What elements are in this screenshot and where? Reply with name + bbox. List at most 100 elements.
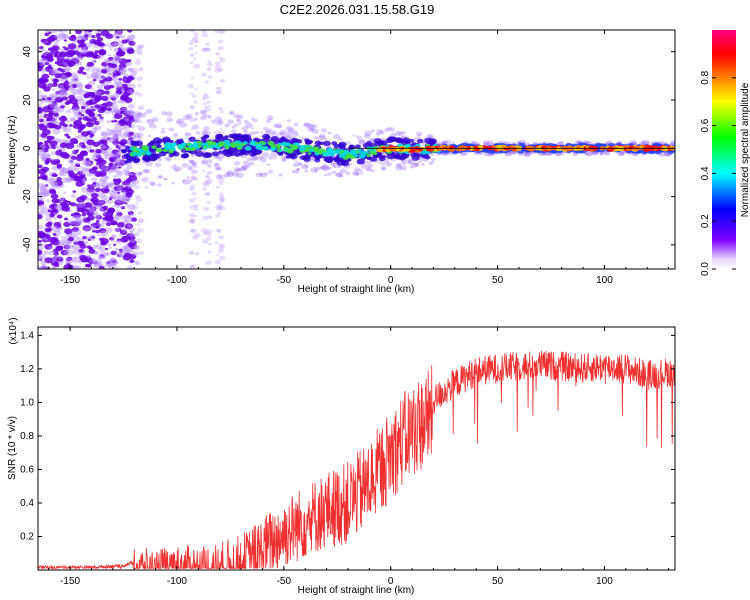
spectrogram-noise-cell [138, 138, 142, 141]
spectrogram-halo-cell [269, 118, 273, 121]
spectrogram-noise-cell [134, 260, 139, 264]
spectrogram-noise-cell [115, 209, 121, 214]
spectrogram-noise-cell [112, 104, 119, 109]
spectrogram-halo-cell [297, 162, 302, 166]
spectrogram-noise-cell [92, 210, 98, 215]
spectrogram-noise-cell [136, 194, 142, 198]
spectrogram-halo-cell [444, 140, 452, 145]
spectrogram-peak-cell [555, 146, 563, 152]
spectrogram-noise-cell [59, 72, 68, 79]
spectrogram-noise-cell [137, 105, 145, 110]
spectrogram-noise-cell [137, 218, 145, 224]
spectrogram-noise-cell [75, 181, 84, 187]
spectrogram-noise-cell [111, 76, 119, 82]
spectrogram-halo-cell [145, 108, 153, 114]
spectrogram-halo-cell [361, 164, 368, 169]
spectrogram-noise-cell [101, 182, 110, 188]
spectrogram-noise-cell [111, 57, 119, 63]
spectrogram-core-cell [215, 133, 224, 140]
spectrogram-core-cell [354, 144, 361, 149]
spectrogram-noise-cell [67, 170, 75, 175]
spectrogram-noise-cell [55, 91, 61, 95]
spectrogram-noise-cell [45, 222, 53, 228]
figure-title: C2E2.2026.031.15.58.G19 [280, 2, 435, 17]
spectrogram-core-cell [333, 158, 341, 163]
spectrogram-noise-cell [50, 151, 57, 156]
spectrogram-peak-cell [236, 140, 241, 144]
spectrogram-halo-cell [206, 159, 213, 164]
spectrogram-noise-cell [126, 248, 134, 254]
spectrogram-peak-cell [307, 152, 312, 155]
spectrogram-noise-cell [104, 188, 108, 192]
spectrogram-noise-cell [41, 188, 51, 195]
spectrogram-halo-cell [138, 113, 146, 119]
spectrogram-noise-cell [194, 251, 200, 256]
spectrogram-noise-cell [124, 74, 129, 78]
spectrogram-halo-cell [293, 169, 300, 174]
spectrogram-halo-cell [380, 165, 387, 170]
spectrogram-noise-cell [65, 51, 75, 58]
spectrogram-noise-cell [136, 227, 144, 233]
spectrogram-noise-cell [71, 226, 80, 233]
spectrogram-halo-cell [145, 161, 153, 167]
spectrogram-peak-cell [548, 146, 554, 151]
spectrogram-halo-cell [266, 115, 274, 121]
spectrogram-core-cell [292, 149, 302, 156]
spectrogram-noise-cell [93, 97, 98, 101]
spectrogram-noise-cell [92, 229, 96, 233]
spectrogram-core-cell [424, 137, 434, 144]
spectrogram-noise-cell [117, 144, 122, 148]
spectrogram-noise-cell [206, 100, 211, 104]
spectrogram-noise-cell [97, 199, 106, 206]
spectrogram-noise-cell [84, 240, 89, 243]
spectrogram-noise-cell [137, 93, 143, 97]
spectrogram-noise-cell [91, 108, 96, 112]
spectrogram-noise-cell [218, 198, 225, 202]
spectrogram-noise-cell [73, 229, 82, 236]
spectrogram-noise-cell [218, 194, 225, 199]
spectrogram-noise-cell [62, 34, 67, 37]
spectrogram-halo-cell [171, 181, 176, 185]
spectrogram-noise-cell [111, 102, 117, 107]
spectrogram-noise-cell [53, 212, 58, 216]
spectrogram-noise-cell [77, 240, 85, 247]
spectrogram-noise-cell [130, 217, 137, 222]
spectrogram-noise-cell [39, 154, 47, 160]
spectrogram-noise-cell [112, 136, 119, 141]
spectrogram-core-cell [323, 156, 333, 163]
spectrogram-noise-cell [46, 153, 52, 158]
spectrogram-noise-cell [72, 91, 76, 95]
spectrogram-noise-cell [218, 245, 225, 250]
spectrogram-noise-cell [56, 255, 62, 260]
spectrogram-core-cell [204, 152, 213, 158]
spectrogram-noise-cell [194, 206, 198, 209]
spectrogram-noise-cell [130, 173, 134, 176]
spectrogram-noise-cell [73, 235, 78, 239]
spectrogram-noise-cell [139, 158, 143, 161]
spectrogram-noise-cell [78, 112, 82, 115]
spectrogram-halo-cell [366, 167, 371, 171]
spectrogram-noise-cell [38, 90, 42, 95]
spectrogram-halo-cell [421, 163, 425, 166]
spectrogram-halo-cell [134, 171, 142, 177]
spectrogram-noise-cell [113, 175, 117, 178]
spectrogram-peak-cell [370, 151, 376, 155]
spectrogram-noise-cell [109, 152, 117, 158]
spectrogram-halo-cell [236, 168, 242, 172]
spectrogram-halo-cell [273, 124, 279, 128]
spectrogram-noise-cell [200, 110, 208, 116]
spectrogram-noise-cell [120, 132, 129, 139]
spectrogram-noise-cell [135, 45, 142, 50]
spectrogram-core-cell [126, 158, 133, 163]
spectrogram-halo-cell [236, 118, 240, 122]
spectrogram-halo-cell [292, 130, 298, 135]
spectrogram-noise-cell [129, 243, 138, 250]
spectrogram-peak-cell [315, 146, 320, 150]
spectrogram-noise-cell [97, 199, 105, 205]
spectrogram-halo-cell [185, 137, 189, 140]
spectrogram-noise-cell [53, 159, 61, 164]
spectrogram-noise-cell [55, 245, 64, 252]
spectrogram-noise-cell [205, 42, 210, 47]
spectrogram-noise-cell [113, 129, 118, 133]
